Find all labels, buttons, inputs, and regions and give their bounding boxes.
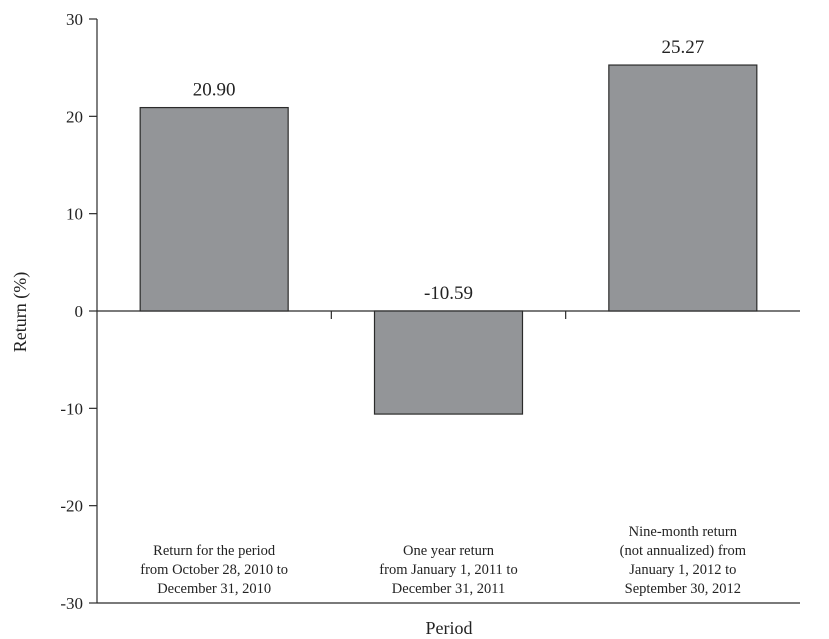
category-label: Return for the period from October 28, 20… <box>140 543 288 597</box>
data-label: 20.90 <box>193 80 236 101</box>
bars <box>139 64 758 415</box>
category-label-line: January 1, 2012 to <box>629 562 736 578</box>
x-axis-title: Period <box>426 618 473 638</box>
category-label-line: (not annualized) from <box>620 543 747 559</box>
labels: 20.90 Return for the period from October 2… <box>140 37 746 597</box>
data-label: 25.27 <box>661 37 704 58</box>
bar <box>608 64 758 312</box>
y-tick-label: 10 <box>66 205 83 224</box>
category-label-line: September 30, 2012 <box>625 581 741 597</box>
y-tick-label: 20 <box>66 107 83 126</box>
category-label: Nine-month return (not annualized) from Ja… <box>620 524 747 597</box>
category-label-line: One year return <box>403 543 495 559</box>
category-label-line: Return for the period <box>153 543 276 559</box>
category-label-line: December 31, 2011 <box>392 581 505 597</box>
category-label-line: from October 28, 2010 to <box>140 562 288 578</box>
y-tick-label: 30 <box>66 10 83 29</box>
category-label-line: from January 1, 2011 to <box>379 562 517 578</box>
category-label: One year return from January 1, 2011 to De… <box>379 543 517 597</box>
data-label: -10.59 <box>424 283 473 304</box>
category-label-line: Nine-month return <box>629 524 738 540</box>
category-label-line: December 31, 2010 <box>157 581 271 597</box>
y-axis-title: Return (%) <box>10 272 31 352</box>
bar <box>139 106 289 312</box>
bar <box>373 310 524 415</box>
y-tick-label: -20 <box>60 497 83 516</box>
y-tick-label: -10 <box>60 399 83 418</box>
y-tick-label: -30 <box>60 594 83 613</box>
y-tick-label: 0 <box>75 302 84 321</box>
